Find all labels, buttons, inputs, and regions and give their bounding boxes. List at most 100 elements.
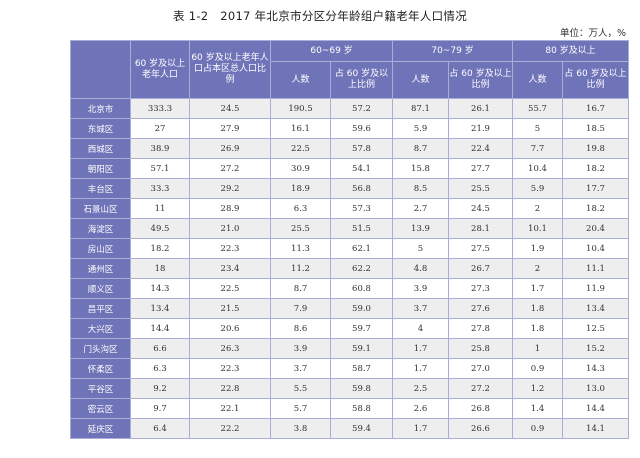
value-cell: 27.8 <box>448 318 513 339</box>
value-cell: 1.7 <box>392 418 449 439</box>
value-cell: 22.3 <box>189 238 271 259</box>
table-row: 顺义区 14.3 22.5 8.7 60.8 3.9 27.3 1.7 11.9 <box>70 278 630 299</box>
value-cell: 29.2 <box>189 178 271 199</box>
value-cell: 23.4 <box>189 258 271 279</box>
value-cell: 59.8 <box>330 378 393 399</box>
value-cell: 30.9 <box>270 158 331 179</box>
region-cell: 朝阳区 <box>70 158 131 179</box>
value-cell: 27.9 <box>189 118 271 139</box>
value-cell: 13.0 <box>561 378 630 399</box>
value-cell: 20.6 <box>189 318 271 339</box>
value-cell: 21.0 <box>189 218 271 239</box>
elderly-population-table: 60 岁及以上老年人口 60 岁及以上老年人口占本区总人口比例 60~69 岁 … <box>70 40 630 439</box>
value-cell: 6.3 <box>270 198 331 219</box>
value-cell: 19.8 <box>561 138 630 159</box>
value-cell: 26.6 <box>448 418 513 439</box>
value-cell: 21.9 <box>448 118 513 139</box>
region-cell: 通州区 <box>70 258 131 279</box>
value-cell: 14.3 <box>561 358 630 379</box>
region-cell: 密云区 <box>70 398 131 419</box>
value-cell: 51.5 <box>330 218 393 239</box>
subheader-ratio: 占 60 岁及以上比例 <box>448 61 513 99</box>
table-row: 延庆区 6.4 22.2 3.8 59.4 1.7 26.6 0.9 14.1 <box>70 418 630 439</box>
value-cell: 24.5 <box>448 198 513 219</box>
value-cell: 28.1 <box>448 218 513 239</box>
value-cell: 27.7 <box>448 158 513 179</box>
value-cell: 26.1 <box>448 98 513 119</box>
value-cell: 10.1 <box>512 218 563 239</box>
table-row: 密云区 9.7 22.1 5.7 58.8 2.6 26.8 1.4 14.4 <box>70 398 630 419</box>
value-cell: 3.9 <box>270 338 331 359</box>
subheader-count: 人数 <box>270 61 331 99</box>
value-cell: 2 <box>512 258 563 279</box>
table-row: 大兴区 14.4 20.6 8.6 59.7 4 27.8 1.8 12.5 <box>70 318 630 339</box>
header-group-80plus: 80 岁及以上 <box>511 40 630 62</box>
region-cell: 丰台区 <box>70 178 131 199</box>
value-cell: 27.2 <box>448 378 513 399</box>
value-cell: 49.5 <box>130 218 190 239</box>
region-cell: 石景山区 <box>70 198 131 219</box>
value-cell: 11.2 <box>270 258 331 279</box>
value-cell: 5 <box>512 118 563 139</box>
value-cell: 14.4 <box>561 398 630 419</box>
region-cell: 门头沟区 <box>70 338 131 359</box>
value-cell: 16.1 <box>270 118 331 139</box>
value-cell: 57.2 <box>330 98 393 119</box>
value-cell: 18.2 <box>561 158 630 179</box>
value-cell: 1.7 <box>512 278 563 299</box>
value-cell: 3.8 <box>270 418 331 439</box>
value-cell: 18.2 <box>130 238 190 259</box>
region-cell: 延庆区 <box>70 418 131 439</box>
table-row: 怀柔区 6.3 22.3 3.7 58.7 1.7 27.0 0.9 14.3 <box>70 358 630 379</box>
value-cell: 27.2 <box>189 158 271 179</box>
value-cell: 27.5 <box>448 238 513 259</box>
value-cell: 59.1 <box>330 338 393 359</box>
value-cell: 59.4 <box>330 418 393 439</box>
subheader-ratio: 占 60 岁及以上比例 <box>330 61 393 99</box>
value-cell: 1.9 <box>512 238 563 259</box>
value-cell: 190.5 <box>270 98 331 119</box>
region-cell: 昌平区 <box>70 298 131 319</box>
value-cell: 60.8 <box>330 278 393 299</box>
value-cell: 2.7 <box>392 198 449 219</box>
value-cell: 9.2 <box>130 378 190 399</box>
value-cell: 16.7 <box>561 98 630 119</box>
value-cell: 18.2 <box>561 198 630 219</box>
value-cell: 6.3 <box>130 358 190 379</box>
value-cell: 26.8 <box>448 398 513 419</box>
table-row: 石景山区 11 28.9 6.3 57.3 2.7 24.5 2 18.2 <box>70 198 630 219</box>
value-cell: 18 <box>130 258 190 279</box>
value-cell: 333.3 <box>130 98 190 119</box>
value-cell: 22.8 <box>189 378 271 399</box>
value-cell: 57.8 <box>330 138 393 159</box>
value-cell: 8.7 <box>270 278 331 299</box>
value-cell: 4.8 <box>392 258 449 279</box>
table-row: 东城区 27 27.9 16.1 59.6 5.9 21.9 5 18.5 <box>70 118 630 139</box>
region-cell: 海淀区 <box>70 218 131 239</box>
unit-note: 单位：万人，% <box>559 28 626 39</box>
table-title: 表 1-2 2017 年北京市分区分年龄组户籍老年人口情况 <box>172 9 468 23</box>
header-total: 60 岁及以上老年人口 <box>130 40 190 99</box>
region-cell: 北京市 <box>70 98 131 119</box>
value-cell: 7.7 <box>512 138 563 159</box>
value-cell: 24.5 <box>189 98 271 119</box>
value-cell: 18.5 <box>561 118 630 139</box>
value-cell: 18.9 <box>270 178 331 199</box>
value-cell: 11.3 <box>270 238 331 259</box>
value-cell: 10.4 <box>512 158 563 179</box>
value-cell: 22.3 <box>189 358 271 379</box>
value-cell: 13.4 <box>130 298 190 319</box>
value-cell: 17.7 <box>561 178 630 199</box>
region-cell: 房山区 <box>70 238 131 259</box>
value-cell: 5.9 <box>512 178 563 199</box>
value-cell: 27.6 <box>448 298 513 319</box>
value-cell: 8.5 <box>392 178 449 199</box>
value-cell: 59.6 <box>330 118 393 139</box>
value-cell: 1.8 <box>512 318 563 339</box>
value-cell: 59.0 <box>330 298 393 319</box>
value-cell: 8.7 <box>392 138 449 159</box>
value-cell: 11 <box>130 198 190 219</box>
value-cell: 28.9 <box>189 198 271 219</box>
value-cell: 1 <box>512 338 563 359</box>
region-cell: 西城区 <box>70 138 131 159</box>
